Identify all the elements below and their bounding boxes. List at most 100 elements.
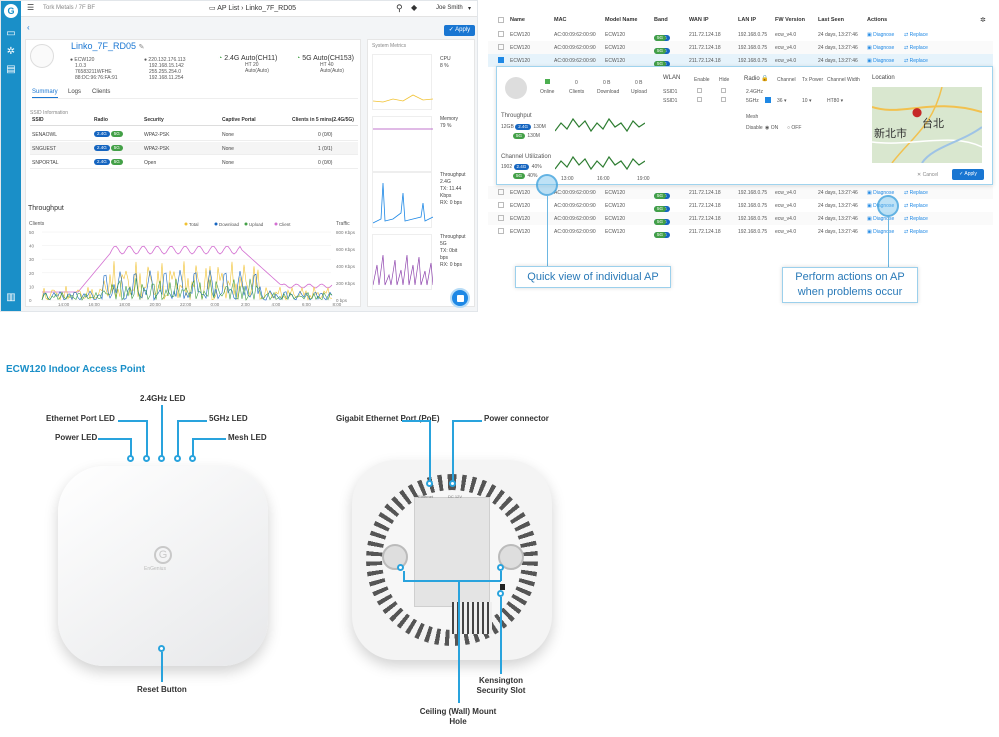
list-item[interactable]: ECW120 AC:00:09:62:00:90 ECW120 211.72.124.… [488,212,993,225]
monitor-icon[interactable]: ▭ [6,28,16,39]
col-mac[interactable]: MAC [554,17,567,23]
radio-5-width-select[interactable]: HT80 ▾ [827,98,844,104]
cell-fw: ecw_v4.0 [775,229,797,235]
ap-thumbnail [505,77,527,99]
hide-checkbox[interactable] [721,97,726,102]
back-icon[interactable]: ‹ [27,23,30,32]
diagnose-button[interactable]: ▣ Diagnose [867,229,895,235]
location-map[interactable]: 新北市 台北 ⬤ [872,87,982,163]
enable-checkbox[interactable] [697,88,702,93]
replace-button[interactable]: ⇄ Replace [904,45,928,51]
port-label: DC 12V [448,494,463,499]
col-band[interactable]: Band [654,17,668,23]
edit-icon[interactable]: ✎ [138,44,145,51]
label-gigabit-port: Gigabit Ethernet Port (PoE) [336,414,440,423]
building-icon[interactable]: ▥ [6,292,16,303]
cancel-button[interactable]: ✕ Cancel [917,172,939,178]
cell-mac: AC:00:09:62:00:90 [554,190,596,196]
cell-seen: 24 days, 13:27:46 [818,190,858,196]
tab-summary[interactable]: Summary [32,89,58,98]
list-item[interactable]: ECW120 AC:00:09:62:00:90 ECW120 211.72.124.… [488,199,993,212]
ssid-col-portal: Captive Portal [222,117,256,123]
label-power-connector: Power connector [484,414,549,423]
ap-name[interactable]: Linko_7F_RD05 ✎ [71,41,144,51]
cell-fw: ecw_v4.0 [775,203,797,209]
legend-marker [214,222,218,226]
user-name[interactable]: Joe Smith [436,5,463,11]
replace-button[interactable]: ⇄ Replace [904,190,928,196]
x-tick-label: 16:00 [89,302,101,307]
chevron-down-icon[interactable]: ▾ [468,6,472,12]
list-item[interactable]: ECW120 AC:00:09:62:00:90 ECW120 211.72.124.… [488,41,993,54]
mount-hole-marker [497,564,504,571]
list-item[interactable]: ECW120 AC:00:09:62:00:90 ECW120 211.72.124.… [488,225,993,238]
bell-icon[interactable]: ◆ [411,3,418,12]
replace-button[interactable]: ⇄ Replace [904,203,928,209]
row-checkbox[interactable] [498,31,504,37]
cell-seen: 24 days, 13:27:46 [818,58,858,64]
list-item[interactable]: ECW120 AC:00:09:62:00:90 ECW120 211.72.124.… [488,28,993,41]
mesh-on-radio[interactable]: ◉ ON [765,125,779,131]
radio-5-channel-select[interactable]: 36 ▾ [777,98,787,104]
col-lan-ip[interactable]: LAN IP [738,17,757,23]
diagnose-button[interactable]: ▣ Diagnose [867,45,895,51]
mesh-title: Mesh [746,114,759,120]
ap-name-text: Linko_7F_RD05 [71,41,137,51]
list-item[interactable]: ECW120 AC:00:09:62:00:90 ECW120 211.72.124.… [488,186,993,199]
diagnose-button[interactable]: ▣ Diagnose [867,216,895,222]
ap-detail-screenshot: G ▭ ✲ ▤ ▥ ☰ Tork Metals / 7F BF ▭ AP Lis… [0,0,478,312]
enable-checkbox[interactable] [697,97,702,102]
radio-5-power-select[interactable]: 10 ▾ [802,98,812,104]
label-5ghz-led: 5GHz LED [209,414,248,423]
cpu-sparkline [372,54,434,110]
list-item[interactable]: ECW120 AC:00:09:62:00:90 ECW120 211.72.124.… [488,54,993,67]
pill-24g: 2.4G [94,159,110,165]
replace-button[interactable]: ⇄ Replace [904,216,928,222]
replace-button[interactable]: ⇄ Replace [904,229,928,235]
license-icon[interactable]: ▤ [6,64,16,75]
label-24ghz-led: 2.4GHz LED [140,394,186,403]
row-checkbox[interactable] [498,228,504,234]
diagnose-button[interactable]: ▣ Diagnose [867,32,895,38]
apply-button[interactable]: ✓ Apply [444,25,475,36]
throughput5-line: 5G [440,241,447,247]
cell-seen: 24 days, 13:27:46 [818,203,858,209]
chat-fab-button[interactable] [450,288,470,308]
mesh-off-radio[interactable]: ○ OFF [787,125,802,131]
throughput5-name: Throughput [440,234,466,240]
tab-clients[interactable]: Clients [92,89,111,95]
diagnose-button[interactable]: ▣ Diagnose [867,58,895,64]
replace-button[interactable]: ⇄ Replace [904,58,928,64]
hide-checkbox[interactable] [721,88,726,93]
col-last-seen[interactable]: Last Seen [818,17,844,23]
cell-lan: 192.168.0.75 [738,190,768,196]
apply-button[interactable]: ✓ Apply [952,169,984,180]
select-all-checkbox[interactable] [498,17,504,23]
tab-logs[interactable]: Logs [68,89,82,95]
diagnose-button[interactable]: ▣ Diagnose [867,190,895,196]
actions-highlight [877,195,899,217]
gear-icon[interactable]: ✲ [6,46,16,57]
menu-icon[interactable]: ☰ [27,3,35,12]
search-icon[interactable]: ⚲ [396,3,403,13]
gear-icon[interactable]: ✲ [980,17,986,24]
engenius-logo[interactable]: G [4,4,18,18]
lock-icon[interactable]: 🔒 [761,76,769,82]
col-name[interactable]: Name [510,17,525,23]
row-checkbox[interactable] [498,57,504,63]
replace-button[interactable]: ⇄ Replace [904,32,928,38]
row-checkbox[interactable] [498,215,504,221]
cell-wan: 211.72.124.18 [689,216,721,222]
radio-5-checkbox[interactable] [765,97,771,103]
map-pin-icon[interactable]: ⬤ [912,107,923,117]
cell-mac: AC:00:09:62:00:90 [554,45,596,51]
col-wan-ip[interactable]: WAN IP [689,17,709,23]
row-checkbox[interactable] [498,202,504,208]
org-path[interactable]: Tork Metals / 7F BF [43,5,96,11]
wlan-ssid: SSID1 [663,98,678,104]
row-checkbox[interactable] [498,189,504,195]
col-model[interactable]: Model Name [605,17,638,23]
col-fw[interactable]: FW Version [775,17,805,23]
util-x-tick: 16:00 [597,176,610,182]
row-checkbox[interactable] [498,44,504,50]
